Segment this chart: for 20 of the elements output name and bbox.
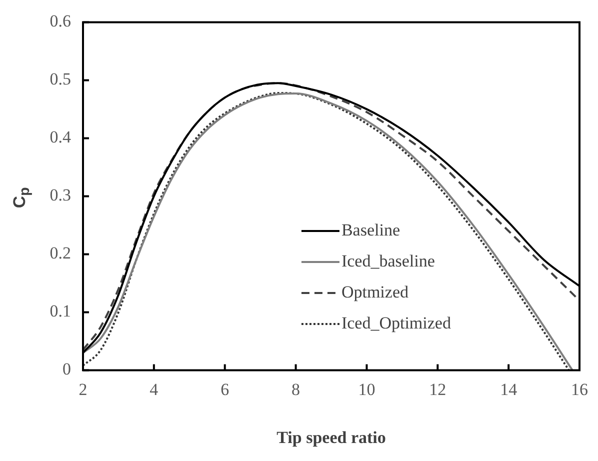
x-tick-label: 6 <box>220 380 230 399</box>
y-tick-label: 0.1 <box>50 302 71 321</box>
x-tick-label: 16 <box>571 380 588 399</box>
legend-label: Baseline <box>341 220 400 240</box>
y-tick-label: 0.3 <box>50 186 71 205</box>
y-tick-label: 0.6 <box>50 12 71 31</box>
x-tick-label: 14 <box>500 380 518 399</box>
y-tick-label: 0.4 <box>50 128 72 147</box>
x-tick-label: 2 <box>78 380 88 399</box>
x-tick-label: 12 <box>429 380 446 399</box>
x-axis-title: Tip speed ratio <box>276 428 386 448</box>
legend-label: Optmized <box>341 282 409 302</box>
x-tick-label: 8 <box>292 380 300 399</box>
legend-label: Iced_baseline <box>341 251 435 270</box>
y-tick-label: 0.5 <box>50 70 71 89</box>
x-tick-label: 4 <box>150 380 159 399</box>
x-tick-label: 10 <box>358 380 376 399</box>
legend-label: Iced_Optimized <box>341 313 452 332</box>
y-tick-label: 0 <box>62 360 71 379</box>
y-tick-label: 0.2 <box>50 244 71 263</box>
